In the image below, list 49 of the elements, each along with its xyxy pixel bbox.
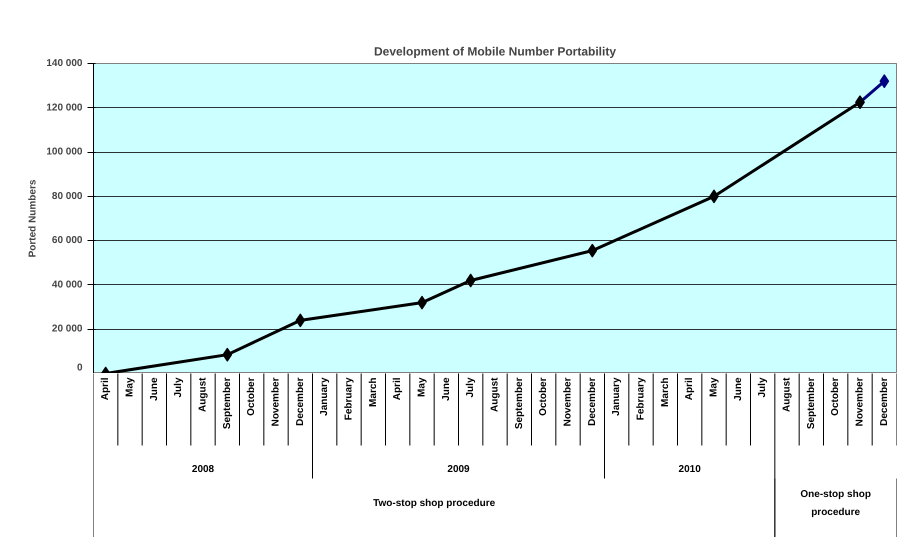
y-tick-label: 0 bbox=[76, 362, 83, 374]
y-tick-label: 80 000 bbox=[52, 190, 83, 202]
x-tick-label: November bbox=[562, 377, 574, 426]
x-tick-label: July bbox=[757, 377, 768, 398]
y-tick-label: 120 000 bbox=[46, 102, 83, 114]
y-tick-label: 60 000 bbox=[52, 235, 83, 246]
x-tick-label: September bbox=[806, 377, 817, 430]
y-tick-label: 20 000 bbox=[52, 324, 83, 335]
x-tick-label: January bbox=[611, 377, 622, 416]
x-tick-label: June bbox=[440, 377, 452, 401]
x-tick-label: October bbox=[830, 377, 842, 416]
x-tick-label: October bbox=[246, 377, 258, 416]
x-tick-label: November bbox=[854, 377, 866, 426]
x-tick-label: May bbox=[708, 377, 720, 397]
x-tick-label: December bbox=[586, 377, 598, 426]
x-tick-label: April bbox=[100, 377, 112, 400]
x-tick-label: March bbox=[660, 378, 671, 407]
y-tick-label: 140 000 bbox=[46, 58, 83, 69]
y-tick-label: 40 000 bbox=[52, 279, 83, 290]
chart-title: Development of Mobile Number Portability bbox=[374, 44, 616, 58]
x-tick-label: March bbox=[368, 378, 379, 407]
x-tick-label: September bbox=[222, 377, 233, 430]
x-tick-label: December bbox=[878, 377, 890, 426]
x-tick-label: August bbox=[490, 376, 500, 412]
y-tick-label: 100 000 bbox=[46, 146, 83, 158]
x-tick-label: February bbox=[636, 377, 646, 420]
x-tick-label: September bbox=[514, 377, 525, 430]
x-tick-label: July bbox=[465, 377, 476, 398]
x-tick-label: June bbox=[148, 377, 160, 401]
point bbox=[466, 274, 476, 288]
x-tick-label: July bbox=[173, 377, 184, 398]
x-tick-label: August bbox=[782, 376, 792, 412]
text: 2010 bbox=[678, 464, 702, 475]
y-axis-title: Ported Numbers bbox=[27, 179, 38, 258]
x-tick-label: April bbox=[684, 377, 696, 400]
text: 2009 bbox=[447, 464, 470, 475]
x-tick-label: October bbox=[538, 377, 550, 416]
text: 2008 bbox=[192, 464, 215, 475]
x-tick-label: May bbox=[416, 377, 428, 397]
text: One-stop shop procedure bbox=[800, 489, 871, 518]
x-tick-label: August bbox=[198, 376, 208, 412]
x-tick-label: May bbox=[124, 377, 136, 397]
x-tick-label: June bbox=[732, 377, 744, 401]
x-tick-label: April bbox=[392, 377, 404, 400]
x-tick-label: February bbox=[344, 377, 354, 420]
x-tick-label: December bbox=[294, 377, 306, 426]
text: Two-stop shop procedure bbox=[373, 498, 496, 509]
x-tick-label: November bbox=[270, 377, 282, 426]
x-tick-label: January bbox=[319, 377, 330, 416]
